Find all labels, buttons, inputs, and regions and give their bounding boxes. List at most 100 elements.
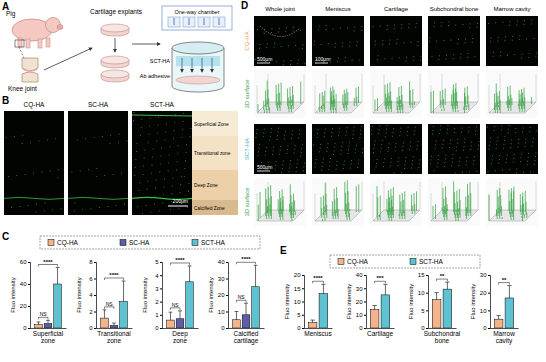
micrograph (486, 124, 538, 174)
speckle (107, 205, 109, 207)
speckle (443, 40, 445, 42)
speckle (147, 180, 149, 182)
speckle (280, 46, 282, 48)
y-tick-label: 20 (218, 292, 225, 298)
surface-spike (335, 211, 336, 219)
speckle (352, 134, 354, 136)
column-label: Whole joint (265, 6, 295, 12)
surface-spike (522, 197, 523, 221)
speckle (383, 162, 385, 164)
surface-spike (403, 200, 404, 213)
speckle (433, 26, 435, 28)
speckle (278, 127, 280, 129)
surface-spike (397, 106, 398, 113)
speckle (349, 41, 351, 43)
speckle (526, 164, 528, 166)
speckle (453, 54, 455, 56)
speckle (313, 44, 315, 46)
speckle (464, 42, 466, 44)
y-tick-label: 4 (155, 273, 159, 279)
speckle (533, 38, 535, 40)
y-tick-label: 40 (20, 281, 27, 287)
surface-spike (524, 97, 525, 112)
speckle (508, 128, 510, 130)
surface-spike (334, 189, 335, 213)
speckle (299, 129, 301, 131)
speckle (516, 20, 518, 22)
speckle (381, 140, 383, 142)
x-tick-label: Calcifiedcartilage (234, 330, 259, 345)
surface-spike (458, 208, 459, 212)
surface-spike (336, 187, 337, 213)
error-bar (254, 265, 258, 286)
x-tick-label: Subchondralbone (424, 330, 461, 344)
speckle (472, 163, 474, 165)
y-tick-label: 0 (23, 325, 27, 331)
surface-spike (348, 202, 349, 217)
speckle (382, 165, 384, 167)
speckle (371, 129, 373, 131)
speckle (465, 38, 467, 40)
speckle (150, 211, 152, 213)
column-label: SC-HA (88, 101, 109, 108)
y-tick-label: 30 (218, 276, 225, 282)
surface-spike (442, 207, 443, 211)
speckle (400, 127, 402, 129)
speckle (326, 147, 328, 149)
speckle (509, 169, 511, 171)
speckle (325, 28, 327, 30)
surface-spike (300, 82, 301, 104)
bar (233, 320, 241, 328)
surface-frame (489, 182, 536, 221)
speckle (405, 160, 407, 162)
error-bar (383, 284, 387, 295)
speckle (135, 150, 137, 152)
speckle (325, 25, 327, 27)
x-axis-line (305, 328, 333, 329)
speckle (164, 178, 166, 180)
speckle (455, 24, 457, 26)
surface-spike (293, 95, 294, 109)
speckle (156, 140, 158, 142)
speckle (301, 48, 303, 50)
micrograph (370, 124, 422, 174)
speckle (528, 53, 530, 55)
surface-spike (458, 110, 459, 112)
speckle (490, 41, 492, 43)
speckle (126, 140, 128, 142)
speckle (269, 135, 271, 137)
surface-spike (276, 94, 277, 108)
speckle (155, 187, 157, 189)
speckle (296, 167, 298, 169)
surface-spike (276, 85, 277, 105)
speckle (134, 167, 136, 169)
y-tick-label: 20 (356, 299, 363, 305)
surface-spike (377, 98, 378, 111)
surface-spike (326, 205, 327, 218)
speckle (286, 153, 288, 155)
y-tick-mark (488, 328, 490, 329)
micrograph (68, 111, 128, 215)
chamber-cell (198, 17, 210, 27)
speckle (16, 175, 18, 177)
speckle (140, 126, 142, 128)
surface-spike (387, 210, 388, 215)
y-tick-label: 2 (155, 299, 159, 305)
surface-spike (291, 195, 292, 218)
speckle (500, 51, 502, 53)
surface-spike (264, 110, 265, 113)
y-axis: 051015 (418, 272, 429, 331)
chamber-arrow (189, 18, 190, 25)
scale-bar-label: 500μm (257, 56, 272, 62)
sig-label: **** (109, 272, 119, 278)
scale-bar-label: 200μm (173, 198, 188, 204)
speckle (340, 149, 342, 151)
y-tick-mark (426, 328, 428, 329)
surface-spike (291, 105, 292, 112)
surface-spike (289, 106, 290, 112)
speckle (477, 144, 479, 146)
speckle (447, 128, 449, 130)
y-tick: 4 (89, 292, 96, 298)
y-axis: 05101520 (294, 272, 305, 331)
x-axis-line (367, 328, 395, 329)
